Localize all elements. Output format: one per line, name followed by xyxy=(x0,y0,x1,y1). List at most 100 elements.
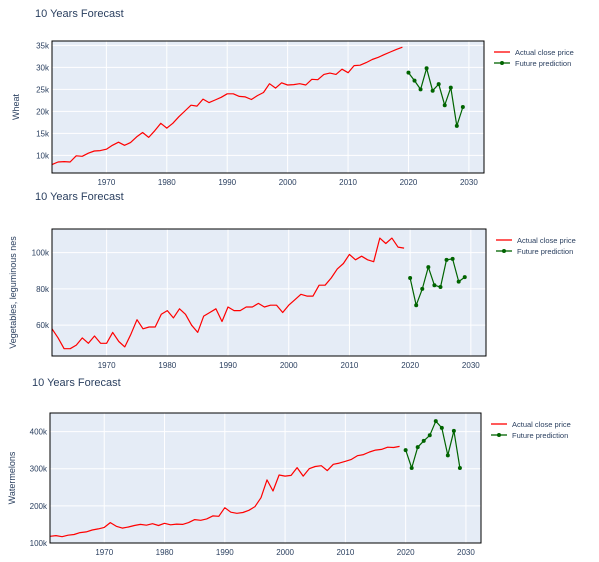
prediction-point xyxy=(432,283,437,288)
series-wheat xyxy=(51,46,465,166)
prediction-point xyxy=(403,448,408,453)
legend-watermelons: Actual close price Future prediction xyxy=(491,420,571,440)
prediction-point xyxy=(406,70,411,75)
legend-marker-prediction xyxy=(502,249,506,253)
y-tick-label: 100k xyxy=(30,539,48,548)
series-watermelons xyxy=(49,419,462,538)
legend-marker-prediction xyxy=(500,61,504,65)
prediction-point xyxy=(448,85,453,90)
y-axis-label-wheat: Wheat xyxy=(11,93,21,120)
y-tick-label: 25k xyxy=(36,85,50,94)
prediction-point xyxy=(457,465,462,470)
prediction-point xyxy=(444,257,449,262)
future-prediction-line xyxy=(408,67,464,127)
y-tick-label: 60k xyxy=(36,321,50,330)
prediction-point xyxy=(462,275,467,280)
plot-frame-wheat xyxy=(51,40,485,174)
prediction-point xyxy=(439,425,444,430)
x-tick-label: 2020 xyxy=(397,548,415,557)
prediction-point xyxy=(438,285,443,290)
plot-area-watermelons xyxy=(50,413,481,543)
gridlines-wheat xyxy=(52,41,484,173)
prediction-point xyxy=(442,103,447,108)
y-tick-label: 15k xyxy=(36,129,50,138)
prediction-point xyxy=(426,265,431,270)
plot-frame-watermelons xyxy=(49,412,482,544)
y-tick-label: 300k xyxy=(30,465,48,474)
x-tick-label: 1970 xyxy=(98,361,116,370)
y-tick-label: 80k xyxy=(36,285,50,294)
y-tick-label: 20k xyxy=(36,107,50,116)
y-tick-label: 100k xyxy=(32,249,50,258)
x-ticks-vegetables: 1970 1980 1990 2000 2010 2020 2030 xyxy=(98,361,481,370)
legend-label-prediction: Future prediction xyxy=(512,431,568,440)
x-tick-label: 2000 xyxy=(276,548,294,557)
legend-wheat: Actual close price Future prediction xyxy=(494,48,574,68)
legend-vegetables: Actual close price Future prediction xyxy=(496,236,576,256)
x-tick-label: 2030 xyxy=(460,178,478,187)
chart-title-wheat: 10 Years Forecast xyxy=(35,8,124,20)
y-tick-label: 200k xyxy=(30,502,48,511)
prediction-point xyxy=(451,428,456,433)
x-tick-label: 2030 xyxy=(462,361,480,370)
prediction-point xyxy=(421,438,426,443)
x-tick-label: 2010 xyxy=(339,178,357,187)
x-tick-label: 2000 xyxy=(280,361,298,370)
x-tick-label: 2010 xyxy=(341,361,359,370)
prediction-point xyxy=(456,279,461,284)
prediction-point xyxy=(427,433,432,438)
plot-frame-vegetables xyxy=(51,228,487,357)
prediction-point xyxy=(412,78,417,83)
prediction-point xyxy=(454,123,459,128)
panel-wheat: 10 Years Forecast 10k 15k 20k 25k 30k 35k 197… xyxy=(11,8,574,187)
x-tick-label: 1980 xyxy=(158,361,176,370)
x-tick-label: 2010 xyxy=(336,548,354,557)
x-tick-label: 1970 xyxy=(95,548,113,557)
legend-label-actual: Actual close price xyxy=(517,236,576,245)
y-tick-label: 400k xyxy=(30,428,48,437)
x-tick-label: 2000 xyxy=(279,178,297,187)
prediction-point xyxy=(445,453,450,458)
x-tick-label: 1990 xyxy=(219,361,237,370)
panel-vegetables: 10 Years Forecast 60k 80k 100k 1970 1980 199… xyxy=(8,191,576,370)
prediction-point xyxy=(430,88,435,93)
y-axis-label-vegetables: Vegetables, leguminous nes xyxy=(8,236,18,349)
prediction-point xyxy=(408,275,413,280)
x-ticks-wheat: 1970 1980 1990 2000 2010 2020 2030 xyxy=(97,178,478,187)
x-tick-label: 1990 xyxy=(216,548,234,557)
actual-close-line xyxy=(51,46,403,166)
y-axis-label-watermelons: Watermelons xyxy=(7,451,17,504)
x-tick-label: 2030 xyxy=(457,548,475,557)
y-ticks-wheat: 10k 15k 20k 25k 30k 35k xyxy=(36,41,50,160)
prediction-point xyxy=(460,105,465,109)
y-ticks-watermelons: 100k 200k 300k 400k xyxy=(30,428,48,548)
series-vegetables xyxy=(51,237,467,350)
chart-title-vegetables: 10 Years Forecast xyxy=(35,191,124,203)
prediction-point xyxy=(414,303,419,308)
plot-area-wheat xyxy=(52,41,484,173)
future-prediction-line xyxy=(409,258,466,306)
legend-label-actual: Actual close price xyxy=(515,48,574,57)
chart-title-watermelons: 10 Years Forecast xyxy=(32,377,121,389)
prediction-point xyxy=(409,465,414,470)
y-tick-label: 35k xyxy=(36,41,50,50)
actual-close-line xyxy=(51,237,405,350)
prediction-point xyxy=(433,419,438,424)
actual-close-line xyxy=(49,445,400,538)
y-ticks-vegetables: 60k 80k 100k xyxy=(32,249,50,331)
prediction-point xyxy=(424,66,429,71)
x-ticks-watermelons: 1970 1980 1990 2000 2010 2020 2030 xyxy=(95,548,475,557)
x-tick-label: 2020 xyxy=(400,178,418,187)
prediction-point xyxy=(450,256,455,261)
panel-watermelons: 10 Years Forecast 100k 200k 300k 400k 1970 1… xyxy=(7,377,571,557)
prediction-point xyxy=(420,286,425,291)
future-prediction-line xyxy=(405,420,461,469)
prediction-point xyxy=(415,445,420,450)
legend-marker-prediction xyxy=(497,433,501,437)
x-tick-label: 2020 xyxy=(401,361,419,370)
legend-label-prediction: Future prediction xyxy=(517,247,573,256)
prediction-point xyxy=(418,87,423,92)
y-tick-label: 30k xyxy=(36,63,50,72)
legend-label-prediction: Future prediction xyxy=(515,59,571,68)
